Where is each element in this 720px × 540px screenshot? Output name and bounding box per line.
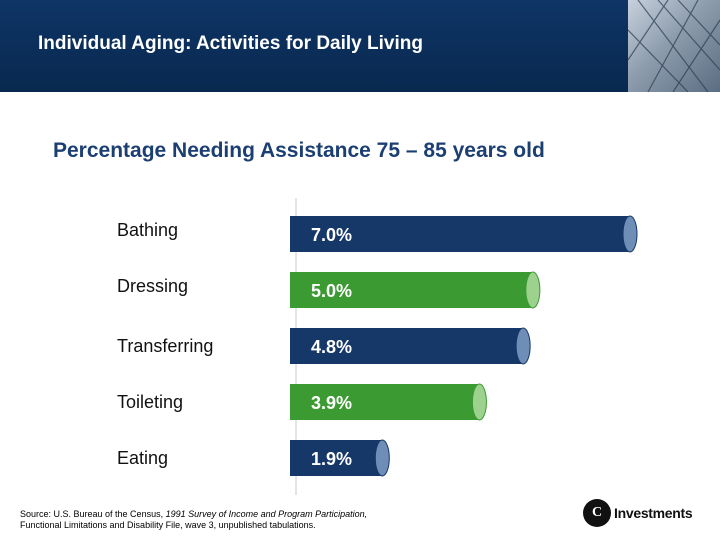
bar	[290, 384, 480, 420]
bar-end-cap	[471, 383, 487, 421]
page-title: Individual Aging: Activities for Daily L…	[38, 33, 423, 54]
bar	[290, 272, 533, 308]
logo-mark: C	[583, 499, 611, 527]
source-note: Source: U.S. Bureau of the Census, 1991 …	[20, 509, 520, 531]
value-label: 7.0%	[311, 225, 352, 245]
value-label: 1.9%	[311, 449, 352, 469]
category-label: Dressing	[117, 276, 188, 296]
header-building-photo	[628, 0, 720, 92]
bar-end-cap	[622, 215, 638, 253]
source-suffix: Functional Limitations and Disability Fi…	[20, 520, 316, 530]
header-banner: Individual Aging: Activities for Daily L…	[0, 0, 720, 92]
category-label: Transferring	[117, 336, 213, 356]
bar-end-cap	[525, 271, 541, 309]
chart-title: Percentage Needing Assistance 75 – 85 ye…	[53, 139, 545, 162]
category-label: Bathing	[117, 220, 178, 240]
source-prefix: Source: U.S. Bureau of the Census,	[20, 509, 166, 519]
bar	[290, 328, 524, 364]
category-label: Eating	[117, 448, 168, 468]
bar-end-cap	[374, 439, 390, 477]
bar	[290, 216, 630, 252]
bar-end-cap	[515, 327, 531, 365]
category-label: Toileting	[117, 392, 183, 412]
logo-text: Investments	[614, 505, 693, 521]
value-label: 4.8%	[311, 337, 352, 357]
value-label: 5.0%	[311, 281, 352, 301]
source-title: 1991 Survey of Income and Program Partic…	[165, 509, 368, 519]
ci-investments-logo: C Investments	[583, 498, 693, 528]
value-label: 3.9%	[311, 393, 352, 413]
bar	[290, 440, 383, 476]
